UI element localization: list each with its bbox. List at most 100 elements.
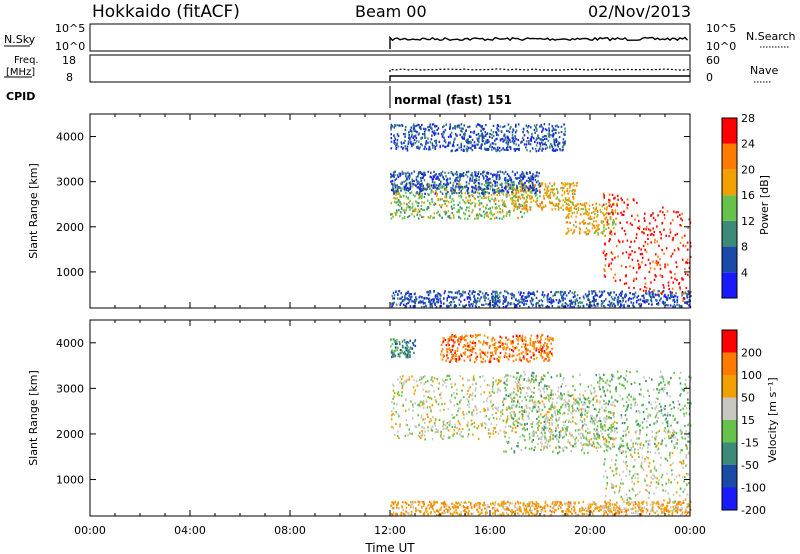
data-cell [390, 217, 393, 220]
data-cell [649, 484, 651, 488]
data-cell [503, 450, 505, 453]
data-cell [643, 417, 646, 420]
data-cell [399, 201, 401, 204]
data-cell [518, 378, 521, 381]
data-cell [664, 293, 666, 296]
data-cell [549, 397, 552, 400]
data-cell [571, 420, 574, 423]
data-cell [526, 149, 528, 152]
data-cell [513, 423, 516, 427]
data-cell [551, 208, 553, 211]
data-cell [565, 427, 567, 431]
data-cell [438, 173, 441, 176]
data-cell [474, 290, 476, 294]
data-cell [609, 293, 612, 296]
data-cell [599, 429, 602, 432]
data-cell [462, 384, 464, 387]
data-cell [616, 370, 619, 373]
data-cell [449, 125, 451, 129]
data-cell [551, 401, 554, 404]
data-cell [552, 433, 554, 436]
data-cell [434, 202, 437, 205]
data-cell [575, 445, 577, 448]
data-cell [588, 400, 590, 403]
data-cell [567, 394, 570, 397]
data-cell [649, 267, 652, 270]
data-cell [687, 435, 689, 438]
data-cell [473, 295, 475, 298]
data-cell [684, 245, 687, 248]
data-cell [467, 170, 470, 173]
data-cell [401, 384, 404, 387]
data-cell [398, 124, 400, 127]
data-cell [603, 461, 606, 464]
data-cell [490, 194, 493, 197]
colorbar-swatch [722, 195, 737, 221]
data-cell [498, 417, 501, 421]
data-cell [456, 426, 458, 430]
data-cell [485, 207, 487, 210]
data-cell [468, 146, 470, 149]
data-cell [638, 227, 641, 231]
data-cell [516, 386, 519, 389]
data-cell [403, 189, 406, 192]
data-cell [434, 192, 437, 195]
data-cell [609, 303, 612, 306]
data-cell [444, 146, 447, 149]
data-cell [401, 295, 404, 298]
data-cell [485, 206, 487, 209]
data-cell [569, 305, 572, 308]
data-cell [499, 125, 502, 128]
data-cell [630, 395, 632, 398]
data-cell [451, 291, 453, 294]
data-cell [571, 202, 574, 205]
data-cell [548, 300, 551, 304]
data-cell [472, 302, 474, 306]
data-cell [452, 184, 454, 187]
data-cell [408, 294, 410, 297]
data-cell [421, 173, 424, 176]
data-cell [509, 127, 511, 130]
data-cell [622, 299, 625, 302]
data-cell [520, 406, 523, 409]
data-cell [517, 390, 519, 393]
data-cell [515, 205, 517, 208]
data-cell [635, 236, 638, 239]
data-cell [660, 405, 662, 408]
data-cell [598, 228, 600, 231]
data-cell [575, 220, 577, 224]
data-cell [418, 197, 420, 200]
data-cell [648, 302, 650, 305]
data-cell [523, 292, 525, 295]
data-cell [656, 240, 659, 243]
data-cell [680, 217, 682, 220]
data-cell [425, 141, 427, 144]
data-cell [658, 389, 661, 392]
data-cell [397, 192, 399, 195]
data-cell [554, 414, 557, 417]
data-cell [682, 459, 685, 462]
data-cell [427, 137, 429, 140]
data-cell [533, 294, 536, 297]
data-cell [474, 394, 476, 398]
data-cell [405, 423, 408, 426]
data-cell [504, 383, 507, 386]
data-cell [560, 406, 563, 409]
data-cell [625, 282, 628, 285]
data-cell [492, 429, 495, 433]
data-cell [511, 170, 514, 173]
data-cell [498, 191, 500, 194]
data-cell [660, 411, 663, 414]
data-cell [669, 228, 671, 231]
data-cell [658, 410, 660, 413]
data-cell [506, 146, 508, 150]
data-cell [505, 214, 508, 217]
data-cell [519, 180, 521, 183]
data-cell [400, 378, 403, 381]
data-cell [604, 394, 607, 397]
data-cell [437, 299, 440, 302]
data-cell [495, 175, 497, 178]
data-cell [630, 301, 632, 304]
data-cell [601, 378, 603, 381]
